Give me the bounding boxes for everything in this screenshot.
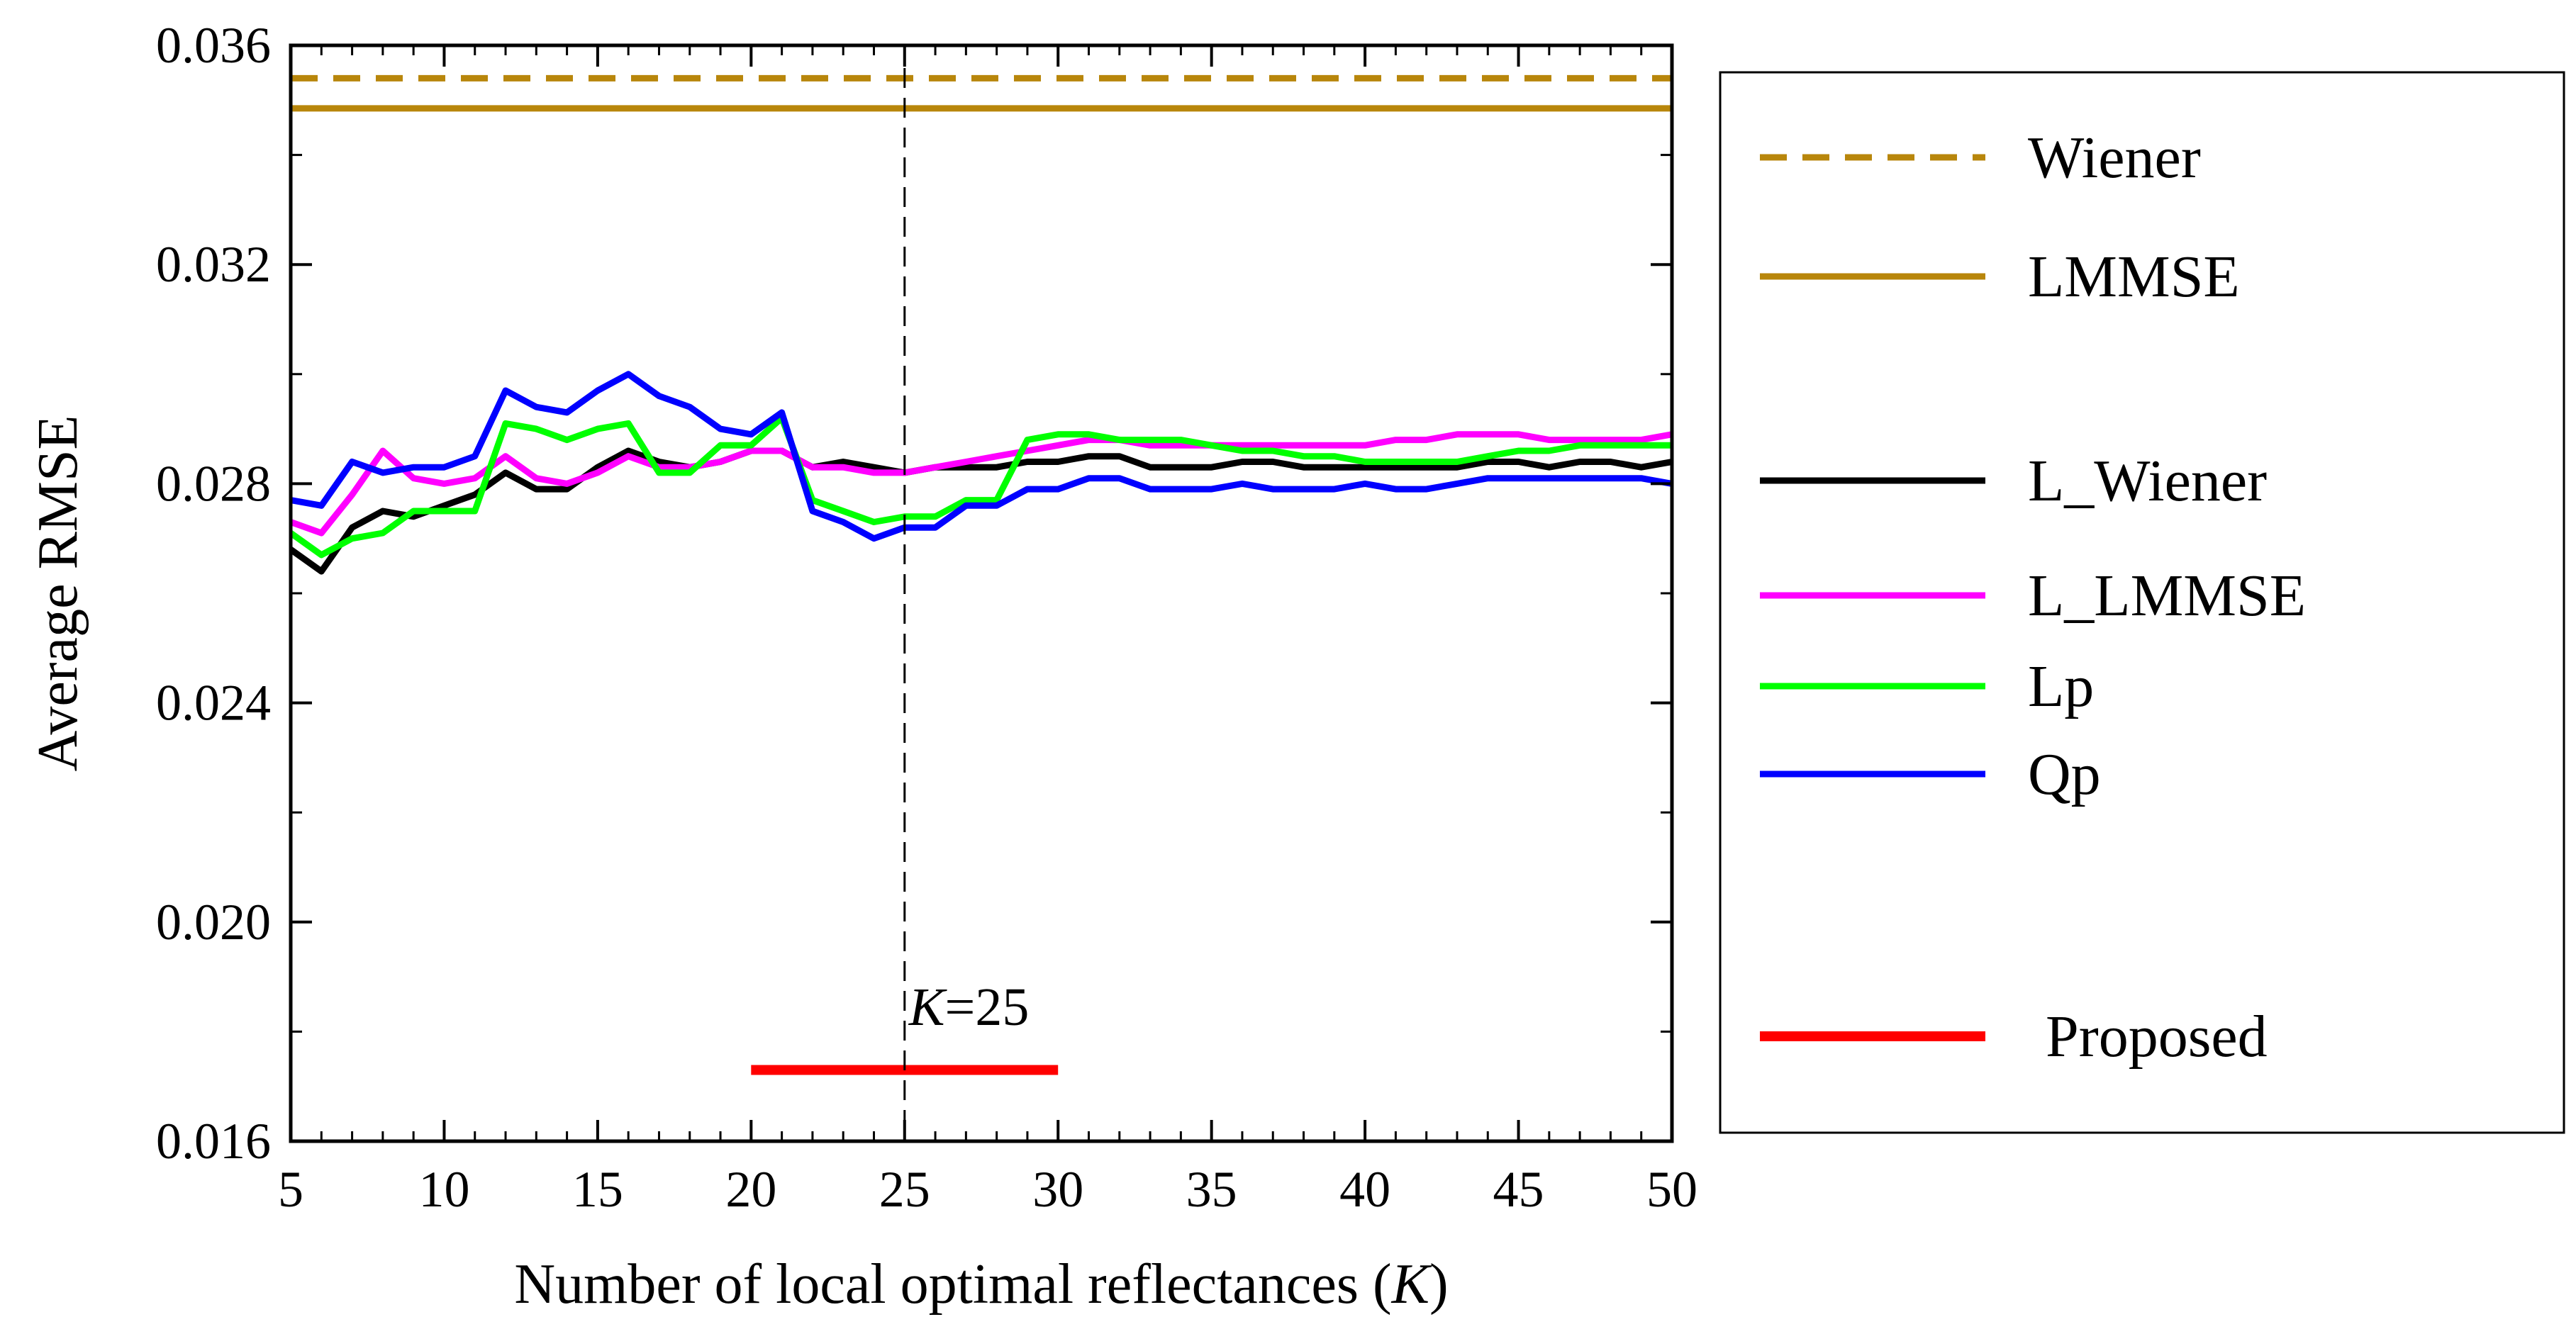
legend-label-l-wiener: L_Wiener bbox=[2028, 448, 2267, 514]
series-group bbox=[291, 74, 1672, 1075]
y-tick-label: 0.016 bbox=[156, 1113, 271, 1170]
y-tick-label: 0.032 bbox=[156, 236, 271, 293]
y-tick-label: 0.020 bbox=[156, 894, 271, 951]
axes: 0.016 0.020 0.024 0.028 0.032 0.036 5 10 15 20 25 3… bbox=[27, 17, 1697, 1316]
y-tick-label: 0.028 bbox=[156, 455, 271, 512]
x-tick-label: 35 bbox=[1186, 1161, 1237, 1218]
x-tick-label: 40 bbox=[1339, 1161, 1390, 1218]
k25-annotation: K=25 bbox=[908, 977, 1030, 1037]
legend-label-l-lmmse: L_LMMSE bbox=[2028, 563, 2306, 629]
x-axis-label: Number of local optimal reflectances (K) bbox=[514, 1253, 1448, 1316]
legend-label-wiener: Wiener bbox=[2028, 125, 2201, 191]
series-line-l-lmmse bbox=[291, 431, 1672, 537]
legend-box bbox=[1719, 71, 2565, 1134]
x-tick-label: 25 bbox=[879, 1161, 930, 1218]
series-line-lp bbox=[291, 415, 1672, 559]
y-tick-label: 0.024 bbox=[156, 675, 271, 732]
series-line-qp bbox=[291, 371, 1672, 542]
x-tick-label: 20 bbox=[725, 1161, 776, 1218]
y-axis-label: Average RMSE bbox=[27, 415, 89, 772]
legend-label-qp: Qp bbox=[2028, 741, 2101, 807]
series-line-l-wiener bbox=[291, 447, 1672, 575]
y-tick-label: 0.036 bbox=[156, 17, 271, 74]
legend: Wiener LMMSE L_Wiener L_LMMSE Lp Qp Proposed bbox=[1719, 71, 2565, 1134]
x-tick-label: 30 bbox=[1032, 1161, 1083, 1218]
x-tick-label: 10 bbox=[418, 1161, 469, 1218]
legend-label-proposed: Proposed bbox=[2046, 1004, 2268, 1070]
plot-area: K=25 bbox=[291, 68, 1672, 1141]
x-tick-label: 15 bbox=[572, 1161, 623, 1218]
legend-label-lmmse: LMMSE bbox=[2028, 244, 2240, 310]
x-tick-label: 5 bbox=[278, 1161, 303, 1218]
x-tick-label: 50 bbox=[1646, 1161, 1697, 1218]
x-tick-label: 45 bbox=[1493, 1161, 1544, 1218]
legend-label-lp: Lp bbox=[2028, 654, 2094, 719]
